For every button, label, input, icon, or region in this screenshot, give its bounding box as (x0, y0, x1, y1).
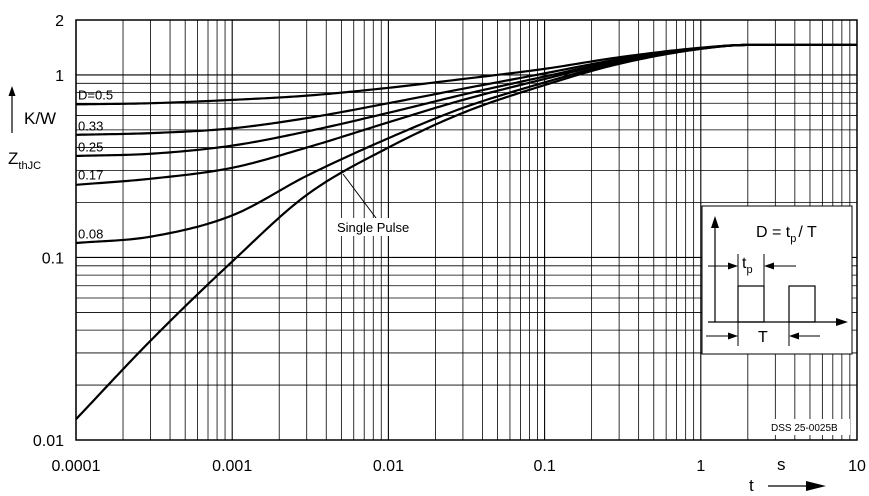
duty-cycle-inset: D = tp / T tp T (701, 205, 853, 355)
curve-line (75, 43, 857, 186)
x-tick-label: 0.01 (373, 458, 404, 475)
x-tick-label: 1 (696, 458, 705, 475)
curve-label: D=0.5 (78, 88, 113, 103)
inset-tp-left-arrowhead (728, 262, 738, 270)
x-tick-label: 10 (848, 458, 866, 475)
y-symbol-main: Z (8, 149, 18, 168)
x-tick-label: 0.001 (212, 458, 252, 475)
y-axis-title: K/W ZthJC (8, 86, 56, 172)
y-unit-arrowhead (8, 86, 16, 96)
inset-T-label: T (758, 329, 768, 346)
y-tick-label: 0.01 (33, 433, 64, 450)
inset-formula: D = tp / T (756, 224, 817, 245)
single-pulse-label-bg (334, 218, 422, 236)
curve-label: 0.25 (78, 140, 103, 155)
y-tick-label: 0.1 (42, 250, 64, 267)
inset-pulse-2 (788, 285, 816, 323)
doc-code-bg (768, 419, 850, 435)
y-tick-label: 1 (55, 68, 64, 85)
y-unit-label: K/W (24, 109, 56, 128)
inset-tp-right-arrowhead (764, 262, 774, 270)
inset-pulse-1 (737, 285, 765, 323)
inset-tp-label: tp (742, 255, 753, 276)
x-tick-label: 0.1 (533, 458, 555, 475)
x-unit-label: s (777, 455, 786, 474)
curve-line (75, 43, 857, 420)
inset-T-left-arrowhead (728, 332, 738, 340)
y-tick-labels: 2 1 0.1 0.01 (33, 13, 64, 450)
y-symbol-sub: thJC (18, 160, 41, 172)
x-symbol: t (749, 476, 754, 495)
y-tick-label: 2 (55, 13, 64, 30)
doc-code: DSS 25-0025B (771, 423, 838, 434)
single-pulse-leader (342, 173, 377, 219)
y-symbol: ZthJC (8, 149, 41, 172)
x-tick-labels: 0.0001 0.001 0.01 0.1 1 10 (52, 458, 866, 475)
curve-label: 0.33 (78, 118, 103, 133)
inset-x-arrowhead (836, 318, 848, 326)
curves (75, 43, 857, 420)
curve-label: 0.17 (78, 167, 103, 182)
grid-lines (75, 19, 857, 441)
x-axis-title: s t (749, 455, 826, 495)
curve-line (75, 43, 857, 158)
inset-y-arrowhead (711, 216, 719, 228)
x-tick-label: 0.0001 (52, 458, 101, 475)
plot-frame (75, 19, 858, 441)
x-unit-arrowhead (806, 481, 826, 491)
curve-labels: D=0.5 0.33 0.25 0.17 0.08 Single Pulse (78, 88, 422, 242)
inset-T-right-arrowhead (789, 332, 799, 340)
curve-line (75, 43, 857, 136)
single-pulse-label: Single Pulse (337, 220, 409, 235)
inset-box (701, 205, 853, 355)
curve-label: 0.08 (78, 227, 103, 242)
